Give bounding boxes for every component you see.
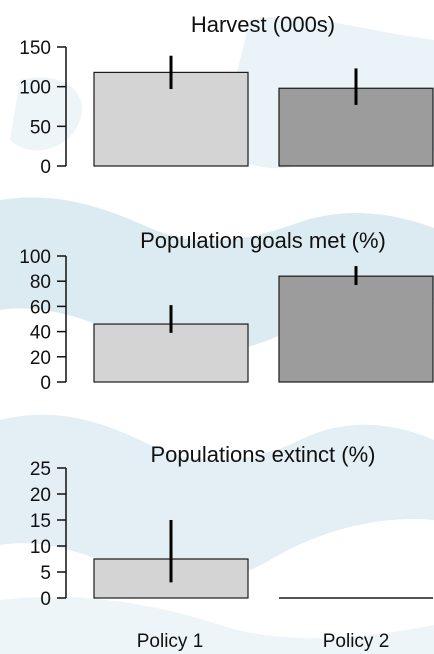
y-tick-label: 100 [19,78,51,99]
x-tick-label: Policy 1 [137,631,204,652]
y-tick-label: 15 [30,511,51,532]
y-tick-label: 80 [30,272,51,293]
panel-harvest: Harvest (000s) Population goals met (%) … [19,12,434,467]
y-tick-label: 5 [40,563,51,584]
y-tick-label: 20 [30,348,51,369]
chart-title: Population goals met (%) [140,228,386,253]
y-tick-label: 100 [19,247,51,268]
y-tick-label: 0 [40,589,51,610]
y-tick-label: 10 [30,537,51,558]
y-tick-label: 60 [30,297,51,318]
panel-populations-extinct: 0 5 10 15 20 25 [30,459,433,610]
x-axis-category-labels: Policy 1 Policy 2 [137,631,390,652]
chart-title: Harvest (000s) [191,12,335,37]
y-tick-label: 150 [19,38,51,59]
panel-population-goals: 0 20 40 60 80 100 [19,247,434,394]
bar [93,323,249,383]
chart-title: Populations extinct (%) [151,442,376,467]
bar [278,275,434,383]
y-tick-label: 40 [30,323,51,344]
y-tick-label: 0 [40,157,51,178]
x-tick-label: Policy 2 [323,631,390,652]
y-tick-label: 0 [40,373,51,394]
y-tick-label: 50 [30,117,51,138]
y-tick-label: 20 [30,485,51,506]
y-tick-label: 25 [30,459,51,480]
